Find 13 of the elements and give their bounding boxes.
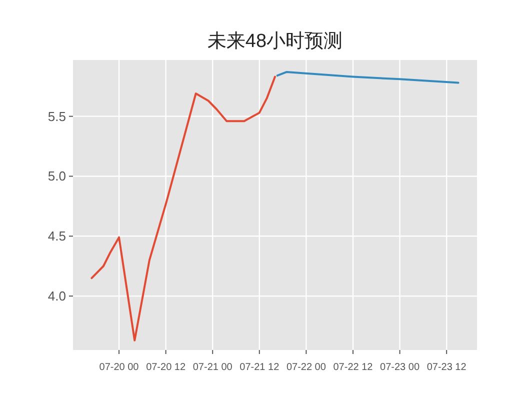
y-tick-label: 4.5 (48, 228, 66, 244)
x-tick-label: 07-20 00 (99, 362, 140, 373)
x-tick-label: 07-20 12 (146, 362, 186, 373)
x-tick-label: 07-23 00 (380, 362, 420, 373)
x-tick-label: 07-21 00 (192, 362, 233, 373)
x-tick-label: 07-23 12 (426, 362, 467, 373)
x-tick-label: 07-22 12 (333, 362, 374, 373)
x-tick-label: 07-21 12 (240, 362, 280, 373)
y-tick-label: 5.5 (48, 108, 66, 124)
chart-title: 未来48小时预测 (207, 31, 343, 52)
y-tick-label: 4.0 (48, 288, 66, 304)
x-tick-label: 07-22 00 (286, 362, 326, 373)
y-tick-label: 5.0 (48, 168, 66, 184)
